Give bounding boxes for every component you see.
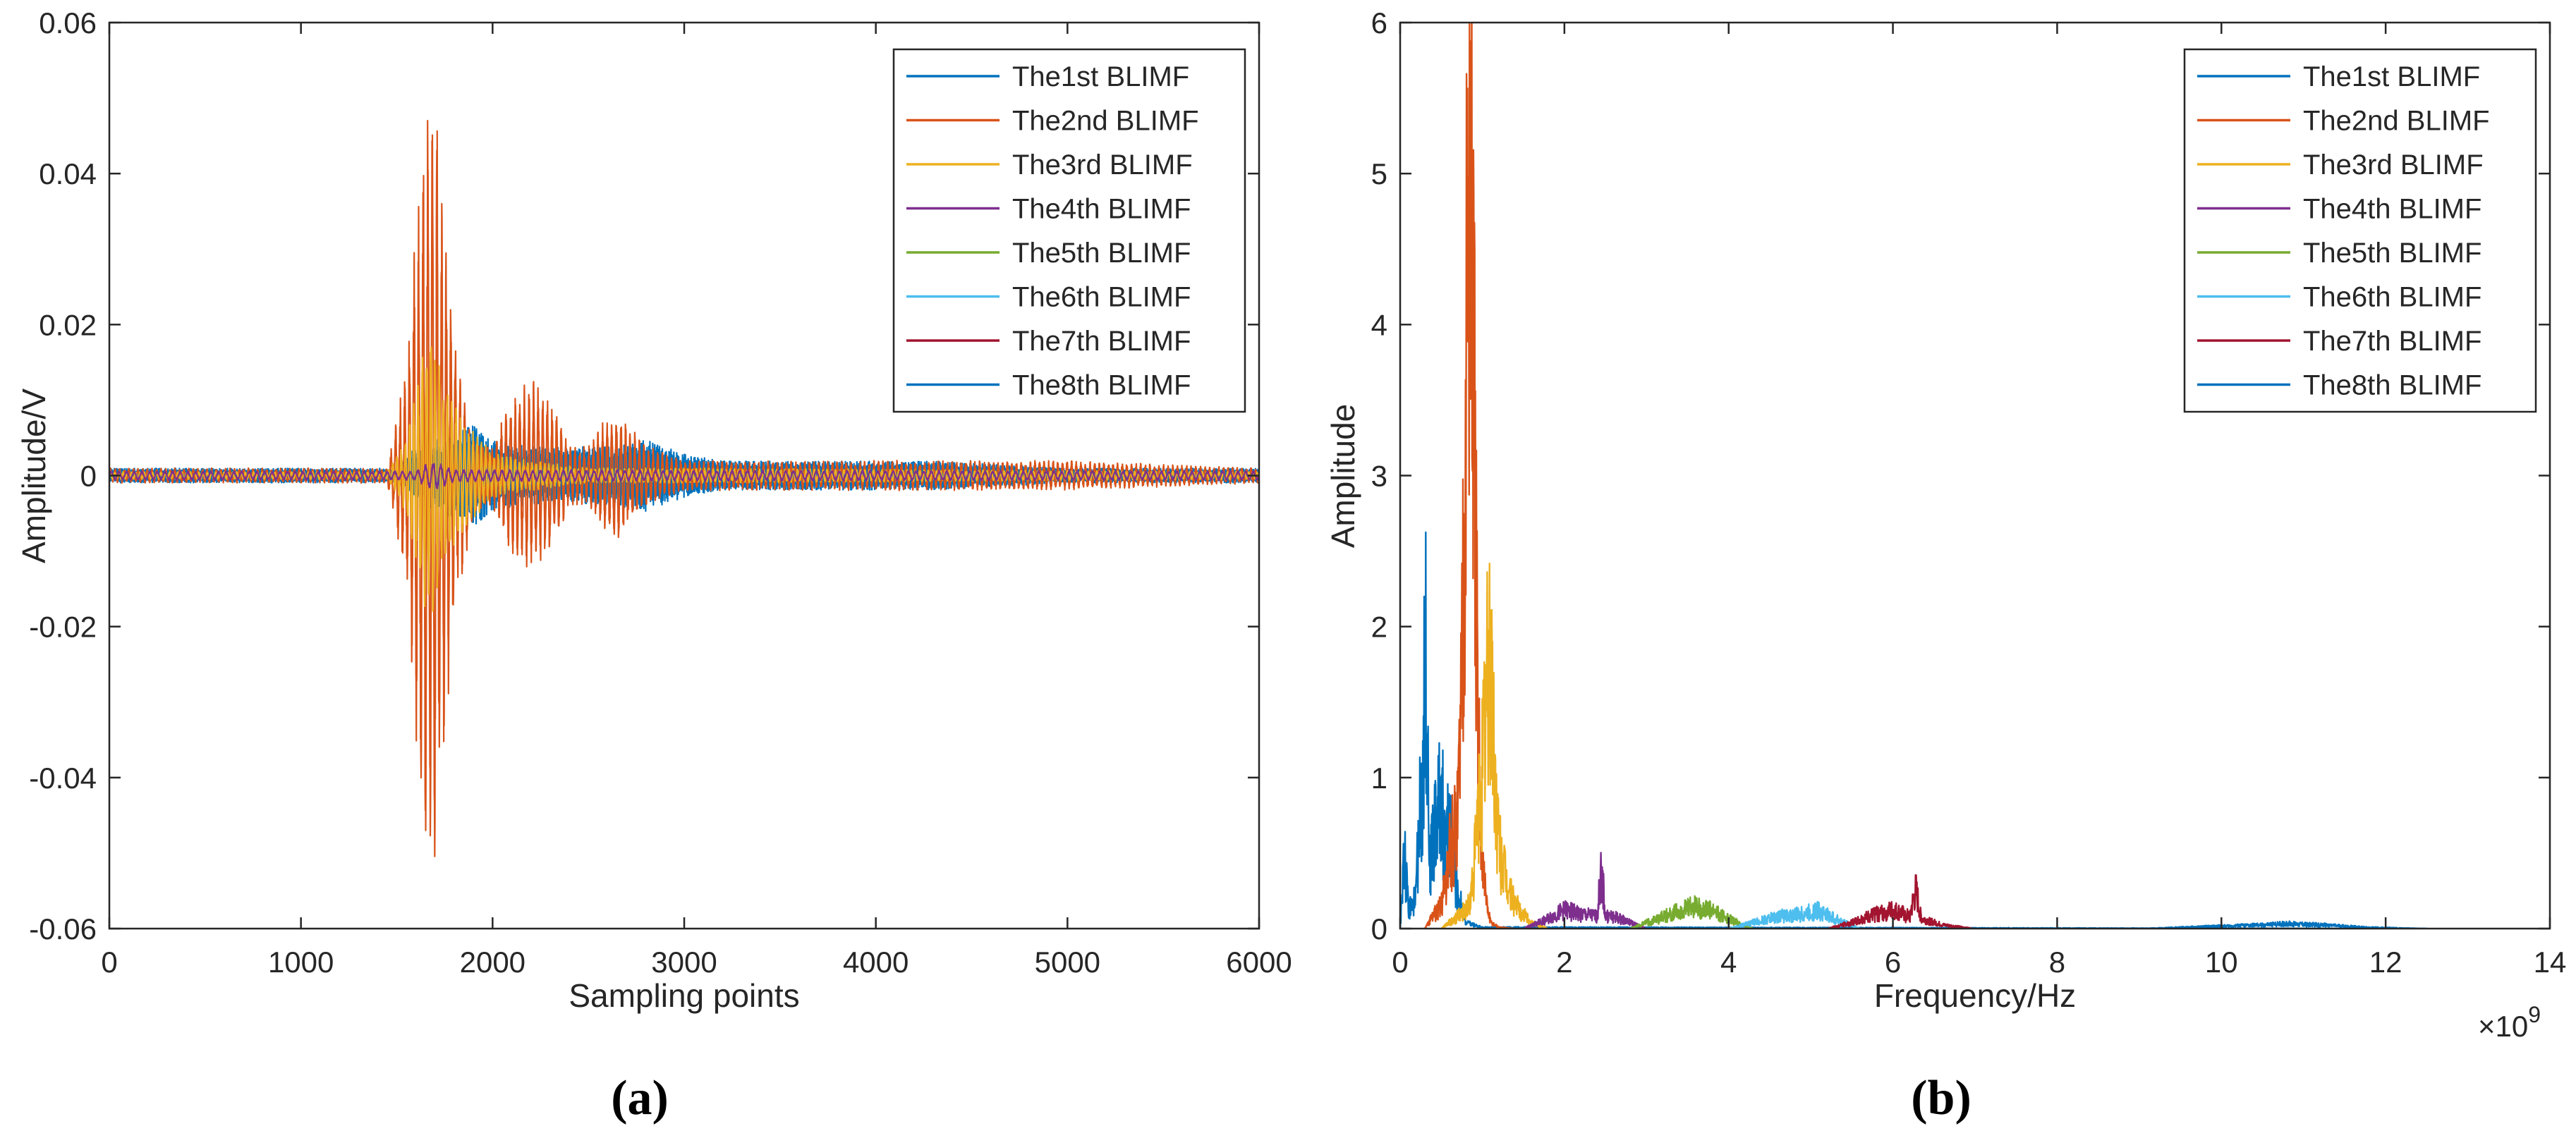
a-y-tick-label: 0.02: [39, 308, 97, 341]
a-y-tick-label: 0.06: [39, 6, 97, 39]
panel-b-x-ticks: 0 2 4 6 8 10 12 14: [1392, 23, 2566, 979]
panel-b-x-multiplier-base: ×10: [2478, 1010, 2528, 1043]
panel-b-x-multiplier: ×109: [2478, 1002, 2541, 1043]
a-x-tick-label: 1000: [268, 946, 334, 979]
b-x-tick-label: 10: [2205, 946, 2238, 979]
b-x-tick-label: 4: [1720, 946, 1737, 979]
panel-a-y-ticks: -0.06 -0.04 -0.02 0 0.02 0.04 0.06: [29, 6, 1259, 946]
b-legend-entry: The3rd BLIMF: [2303, 149, 2484, 181]
panel-a-x-ticks: 0 1000 2000 3000 4000 5000 6000: [101, 23, 1292, 979]
b-x-tick-label: 0: [1392, 946, 1408, 979]
b-legend-entry: The1st BLIMF: [2303, 61, 2480, 92]
a-x-tick-label: 0: [101, 946, 117, 979]
b-x-tick-label: 6: [1885, 946, 1901, 979]
a-legend-entry: The4th BLIMF: [1012, 194, 1191, 225]
panel-a-traces: [109, 120, 1259, 857]
b-x-tick-label: 12: [2369, 946, 2402, 979]
panel-a: 0 1000 2000 3000 4000 5000 6000 -0.06-0.04-0.0…: [16, 6, 1292, 1125]
panel-b-y-ticks: 0 1 2 3 4 5 6: [1371, 6, 2550, 946]
panel-b-y-axis-label: Amplitude: [1325, 404, 1361, 549]
b-x-tick-label: 2: [1556, 946, 1572, 979]
panel-b-x-multiplier-exponent: 9: [2528, 1002, 2541, 1027]
a-legend-entry: The1st BLIMF: [1012, 61, 1189, 92]
b-y-tick-label: 0: [1371, 912, 1387, 946]
b-legend-entry: The6th BLIMF: [2303, 282, 2481, 313]
b-legend-entry: The2nd BLIMF: [2303, 106, 2490, 137]
b-y-tick-label: 6: [1371, 6, 1387, 39]
a-y-tick-label: -0.02: [29, 611, 97, 644]
b-y-tick-label: 2: [1371, 611, 1387, 644]
a-y-tick-label: -0.04: [29, 761, 97, 795]
a-legend-entry: The6th BLIMF: [1012, 282, 1191, 313]
a-traces-clipped: [109, 120, 1259, 857]
a-legend-entry: The2nd BLIMF: [1012, 106, 1199, 137]
b-x-tick-label: 14: [2534, 946, 2567, 979]
b-x-tick-label: 8: [2049, 946, 2065, 979]
a-y-tick-label: 0: [80, 460, 97, 493]
panel-a-y-axis-label: Amplitude/V: [16, 388, 52, 563]
a-x-tick-label: 6000: [1226, 946, 1292, 979]
a-x-tick-label: 5000: [1035, 946, 1100, 979]
a-legend-entry: The8th BLIMF: [1012, 370, 1191, 401]
b-y-tick-label: 1: [1371, 761, 1387, 795]
a-y-tick-label: 0.04: [39, 157, 97, 190]
b-series-line-6: [1728, 900, 1861, 929]
panel-b-caption: (b): [1911, 1071, 1972, 1125]
b-series-line-7: [1826, 874, 1976, 929]
b-legend-entry: The7th BLIMF: [2303, 326, 2481, 357]
a-legend-entry: The3rd BLIMF: [1012, 149, 1193, 181]
b-series-line-3: [1440, 563, 1548, 929]
a-x-tick-label: 3000: [651, 946, 717, 979]
b-series-line-4: [1522, 852, 1647, 929]
b-y-tick-label: 4: [1371, 308, 1387, 341]
a-series-line-4: [109, 463, 1259, 489]
a-x-tick-label: 4000: [843, 946, 909, 979]
b-legend-box: [2183, 48, 2537, 413]
a-legend-entry: The5th BLIMF: [1012, 238, 1191, 269]
b-legend-entry: The8th BLIMF: [2303, 370, 2481, 401]
b-y-tick-label: 5: [1371, 157, 1387, 190]
panel-b-legend: The1st BLIMF The2nd BLIMF The3rd BLIMF The4…: [2183, 48, 2537, 413]
b-legend-entry: The4th BLIMF: [2303, 194, 2481, 225]
panel-a-x-axis-label: Sampling points: [569, 977, 799, 1014]
b-series-line-5: [1629, 895, 1754, 929]
b-y-tick-label: 3: [1371, 460, 1387, 493]
b-legend-entry: The5th BLIMF: [2303, 238, 2481, 269]
panel-a-caption: (a): [611, 1071, 669, 1125]
a-y-tick-label: -0.06: [29, 912, 97, 946]
panel-b-x-axis-label: Frequency/Hz: [1874, 977, 2076, 1014]
a-legend-box: [892, 48, 1246, 413]
panel-a-legend: The1st BLIMF The2nd BLIMF The3rd BLIMF The4…: [892, 48, 1246, 413]
a-x-tick-label: 2000: [460, 946, 525, 979]
b-series-line-2: [1423, 23, 1516, 929]
a-legend-entry: The7th BLIMF: [1012, 326, 1191, 357]
